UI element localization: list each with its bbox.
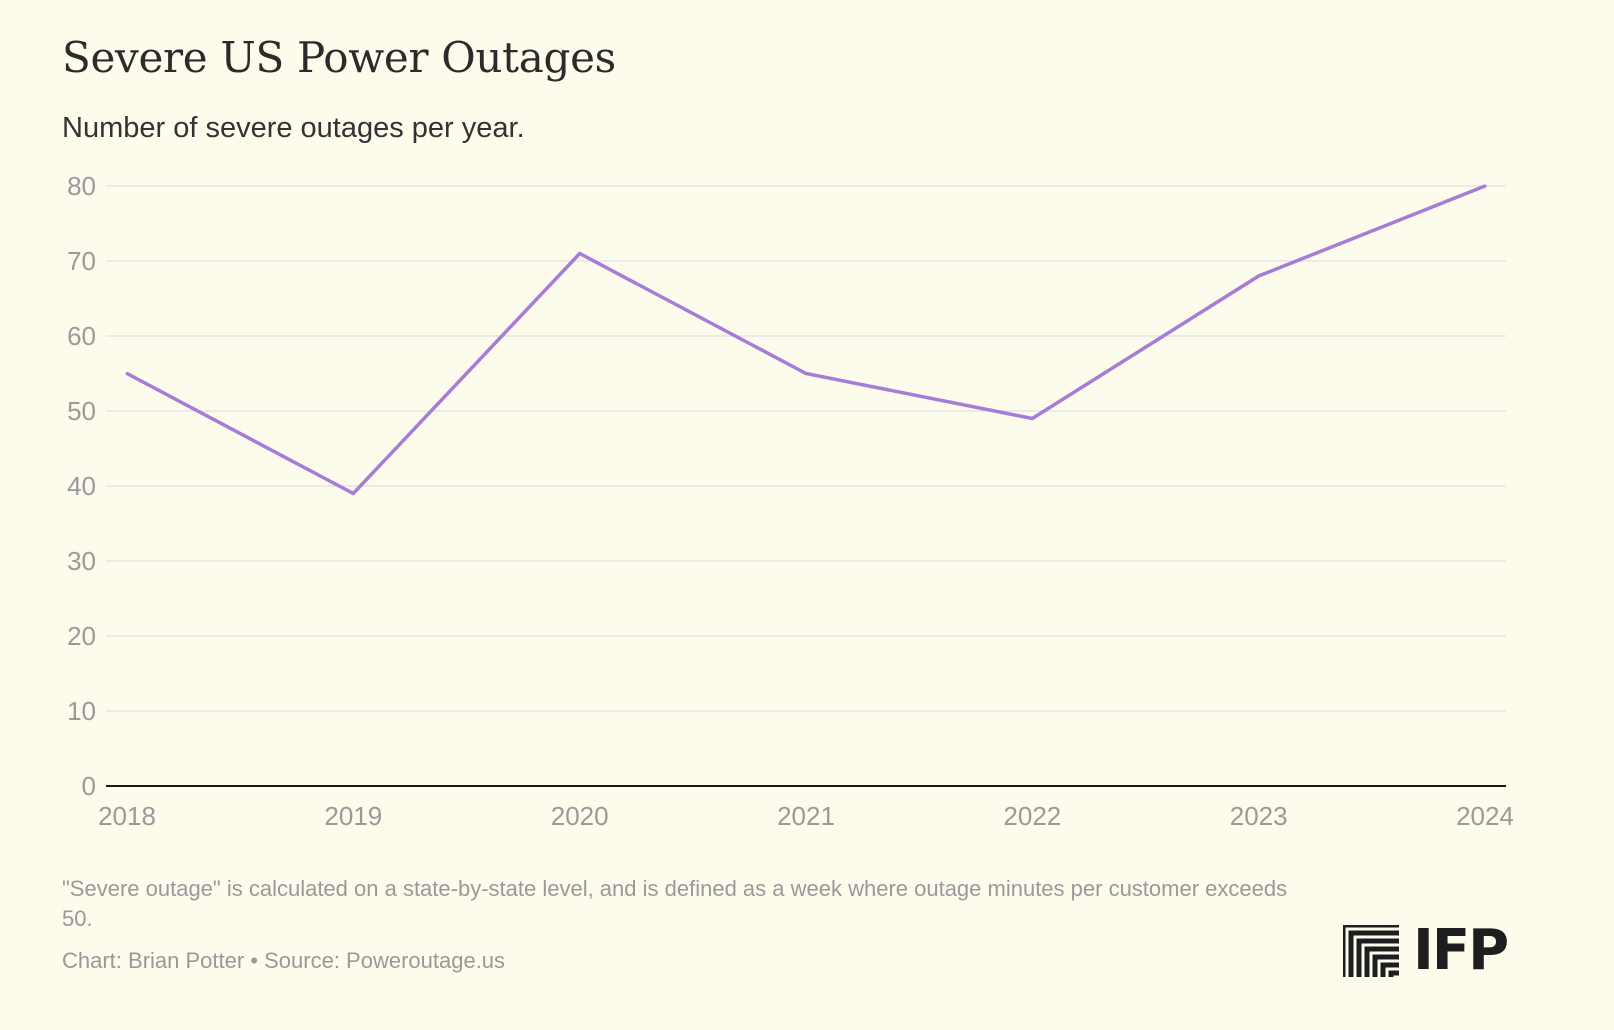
logo-text: IFP bbox=[1413, 918, 1509, 983]
series-layer bbox=[125, 184, 1487, 496]
gridlines bbox=[106, 185, 1506, 712]
y-tick-label: 40 bbox=[67, 471, 96, 501]
footnote: "Severe outage" is calculated on a state… bbox=[62, 876, 1288, 931]
x-tick-label: 2021 bbox=[777, 801, 835, 831]
x-tick-label: 2023 bbox=[1230, 801, 1288, 831]
data-point bbox=[1030, 417, 1034, 420]
y-axis-ticks: 0 10 20 30 40 50 60 70 80 bbox=[67, 171, 96, 801]
x-tick-label: 2024 bbox=[1456, 801, 1514, 831]
ifp-logo: IFP bbox=[1343, 918, 1509, 983]
y-tick-label: 10 bbox=[67, 696, 96, 726]
chart-subtitle: Number of severe outages per year. bbox=[62, 112, 525, 144]
y-tick-label: 0 bbox=[82, 771, 96, 801]
series-line bbox=[126, 184, 1486, 496]
y-tick-label: 80 bbox=[67, 171, 96, 201]
y-tick-label: 60 bbox=[67, 321, 96, 351]
y-tick-label: 20 bbox=[67, 621, 96, 651]
data-point bbox=[351, 492, 355, 495]
data-point bbox=[804, 372, 808, 375]
data-point bbox=[125, 372, 129, 375]
x-tick-label: 2019 bbox=[324, 801, 382, 831]
x-tick-label: 2022 bbox=[1003, 801, 1061, 831]
source-credit: Chart: Brian Potter • Source: Poweroutag… bbox=[62, 948, 506, 973]
x-axis-ticks: 2018 2019 2020 2021 2022 2023 2024 bbox=[98, 801, 1514, 831]
y-tick-label: 50 bbox=[67, 396, 96, 426]
data-point bbox=[578, 252, 582, 255]
chart-title: Severe US Power Outages bbox=[62, 33, 616, 82]
y-tick-label: 30 bbox=[67, 546, 96, 576]
x-tick-label: 2018 bbox=[98, 801, 156, 831]
y-tick-label: 70 bbox=[67, 246, 96, 276]
x-tick-label: 2020 bbox=[551, 801, 609, 831]
data-point bbox=[1483, 184, 1487, 188]
data-point bbox=[1257, 274, 1261, 278]
ifp-stairs-icon bbox=[1343, 925, 1399, 977]
